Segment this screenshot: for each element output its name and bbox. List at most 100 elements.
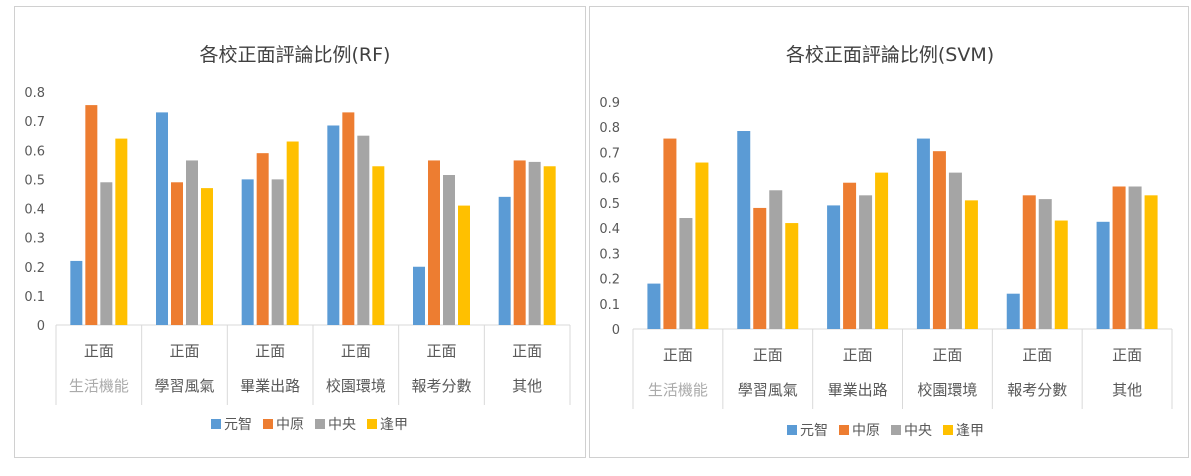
bar-rf-series0-cat4: [413, 266, 425, 325]
chart-panel-svm: 各校正面評論比例(SVM) 0 0.1 0.2 0.3 0.4 0.5 0.6 0.7 0.8 0.…: [589, 6, 1189, 458]
bar-rf-series3-cat4: [458, 205, 470, 325]
bar-svm-series2-cat2: [859, 195, 873, 329]
category-top-label: 正面: [341, 342, 371, 360]
category-label: 校園環境: [326, 377, 386, 395]
bar-rf-series2-cat1: [186, 160, 198, 325]
bar-svm-series0-cat2: [827, 205, 841, 329]
bar-svm-series1-cat1: [753, 207, 767, 329]
legend-label: 元智: [800, 423, 828, 439]
legend-swatch-rf-2: [315, 419, 325, 429]
y-tick-label: 0.5: [24, 173, 45, 188]
y-tick-label: 0.5: [599, 197, 620, 212]
bar-svm-series0-cat3: [916, 138, 930, 329]
category-top-label: 正面: [1022, 346, 1052, 364]
y-tick-label: 0.1: [24, 290, 45, 305]
category-top-label: 正面: [169, 342, 199, 360]
category-top-label: 正面: [84, 342, 114, 360]
y-tick-label: 0.9: [599, 96, 620, 111]
y-tick-label: 0.7: [24, 115, 45, 130]
bar-rf-series1-cat3: [342, 112, 355, 325]
legend-label: 中央: [328, 417, 356, 433]
category-label: 其他: [1112, 381, 1142, 399]
category-label: 生活機能: [69, 377, 129, 395]
chart-title-svm: 各校正面評論比例(SVM): [786, 44, 994, 66]
bar-svm-series3-cat5: [1144, 195, 1158, 329]
legend-label: 逢甲: [956, 423, 984, 439]
category-top-label: 正面: [255, 342, 285, 360]
bar-rf-series1-cat1: [171, 182, 183, 325]
y-tick-label: 0.1: [599, 298, 620, 313]
bar-svm-series3-cat0: [695, 162, 709, 329]
y-tick-label: 0: [612, 323, 620, 338]
category-label: 學習風氣: [154, 377, 214, 395]
chart-panel-rf: 各校正面評論比例(RF) 0 0.1 0.2 0.3 0.4 0.5 0.6 0.7 0.8 正面 正…: [14, 6, 586, 458]
category-label: 報考分數: [411, 377, 471, 395]
bar-rf-series0-cat1: [156, 112, 168, 325]
bar-chart-svm: 各校正面評論比例(SVM) 0 0.1 0.2 0.3 0.4 0.5 0.6 0.7 0.8 0.…: [599, 44, 1173, 439]
bar-rf-series1-cat2: [256, 153, 269, 325]
category-top-label: 正面: [512, 342, 542, 360]
category-label: 生活機能: [648, 381, 708, 399]
bar-rf-series1-cat5: [513, 160, 526, 325]
bar-svm-series0-cat4: [1006, 293, 1020, 329]
bar-svm-series1-cat2: [843, 182, 857, 329]
bar-rf-series0-cat5: [498, 196, 511, 325]
y-tick-label: 0.3: [24, 232, 45, 247]
legend-label: 中原: [276, 417, 304, 433]
y-tick-label: 0.6: [24, 144, 45, 159]
bar-rf-series3-cat0: [115, 138, 128, 325]
category-label: 報考分數: [1007, 381, 1067, 399]
bar-svm-series1-cat0: [663, 138, 677, 329]
bar-svm-series0-cat0: [647, 283, 661, 329]
legend-swatch-rf-3: [367, 419, 377, 429]
bar-rf-series3-cat1: [201, 188, 213, 325]
bar-svm-series1-cat4: [1022, 195, 1036, 329]
bar-svm-series2-cat3: [948, 172, 962, 329]
category-label: 學習風氣: [738, 381, 798, 399]
bar-svm-series2-cat0: [679, 218, 693, 329]
bar-rf-series2-cat3: [357, 135, 370, 325]
bar-rf-series0-cat2: [241, 179, 254, 325]
bar-svm-series3-cat4: [1054, 220, 1068, 329]
bar-svm-series3-cat3: [964, 200, 978, 329]
bar-rf-series0-cat0: [70, 260, 83, 325]
bar-rf-series2-cat0: [100, 182, 113, 325]
y-tick-label: 0.8: [599, 121, 620, 136]
y-tick-label: 0.2: [24, 261, 45, 276]
y-tick-label: 0.7: [599, 146, 620, 161]
y-tick-label: 0.8: [24, 86, 45, 101]
chart-title-rf: 各校正面評論比例(RF): [200, 44, 391, 66]
category-top-label: 正面: [1112, 346, 1142, 364]
category-label: 其他: [512, 377, 542, 395]
y-tick-label: 0: [37, 319, 45, 334]
category-label: 校園環境: [917, 381, 977, 399]
bar-chart-rf: 各校正面評論比例(RF) 0 0.1 0.2 0.3 0.4 0.5 0.6 0.7 0.8 正面 正…: [24, 44, 571, 433]
y-tick-label: 0.2: [599, 273, 620, 288]
legend-label: 中原: [852, 423, 880, 439]
category-top-label: 正面: [932, 346, 962, 364]
y-tick-label: 0.3: [599, 247, 620, 262]
bar-rf-series2-cat4: [443, 175, 455, 325]
bar-rf-series0-cat3: [327, 125, 340, 326]
bar-rf-series3-cat3: [372, 166, 385, 325]
bar-rf-series2-cat2: [271, 179, 284, 325]
legend-label: 逢甲: [380, 417, 408, 433]
legend-label: 元智: [224, 417, 252, 433]
legend-swatch-rf-1: [263, 419, 273, 429]
bar-svm-series1-cat5: [1112, 186, 1126, 329]
legend-swatch-svm-1: [839, 425, 849, 435]
legend-swatch-svm-2: [891, 425, 901, 435]
bar-rf-series1-cat0: [85, 105, 98, 325]
legend-swatch-svm-0: [787, 425, 797, 435]
bar-svm-series0-cat1: [737, 131, 751, 329]
category-label: 畢業出路: [240, 377, 300, 395]
y-tick-label: 0.6: [599, 172, 620, 187]
y-tick-label: 0.4: [599, 222, 620, 237]
category-top-label: 正面: [426, 342, 456, 360]
legend-label: 中央: [904, 423, 932, 439]
bar-svm-series1-cat3: [932, 151, 946, 329]
category-top-label: 正面: [663, 346, 693, 364]
bar-svm-series3-cat1: [785, 223, 799, 329]
category-top-label: 正面: [753, 346, 783, 364]
bar-rf-series3-cat2: [286, 141, 299, 325]
